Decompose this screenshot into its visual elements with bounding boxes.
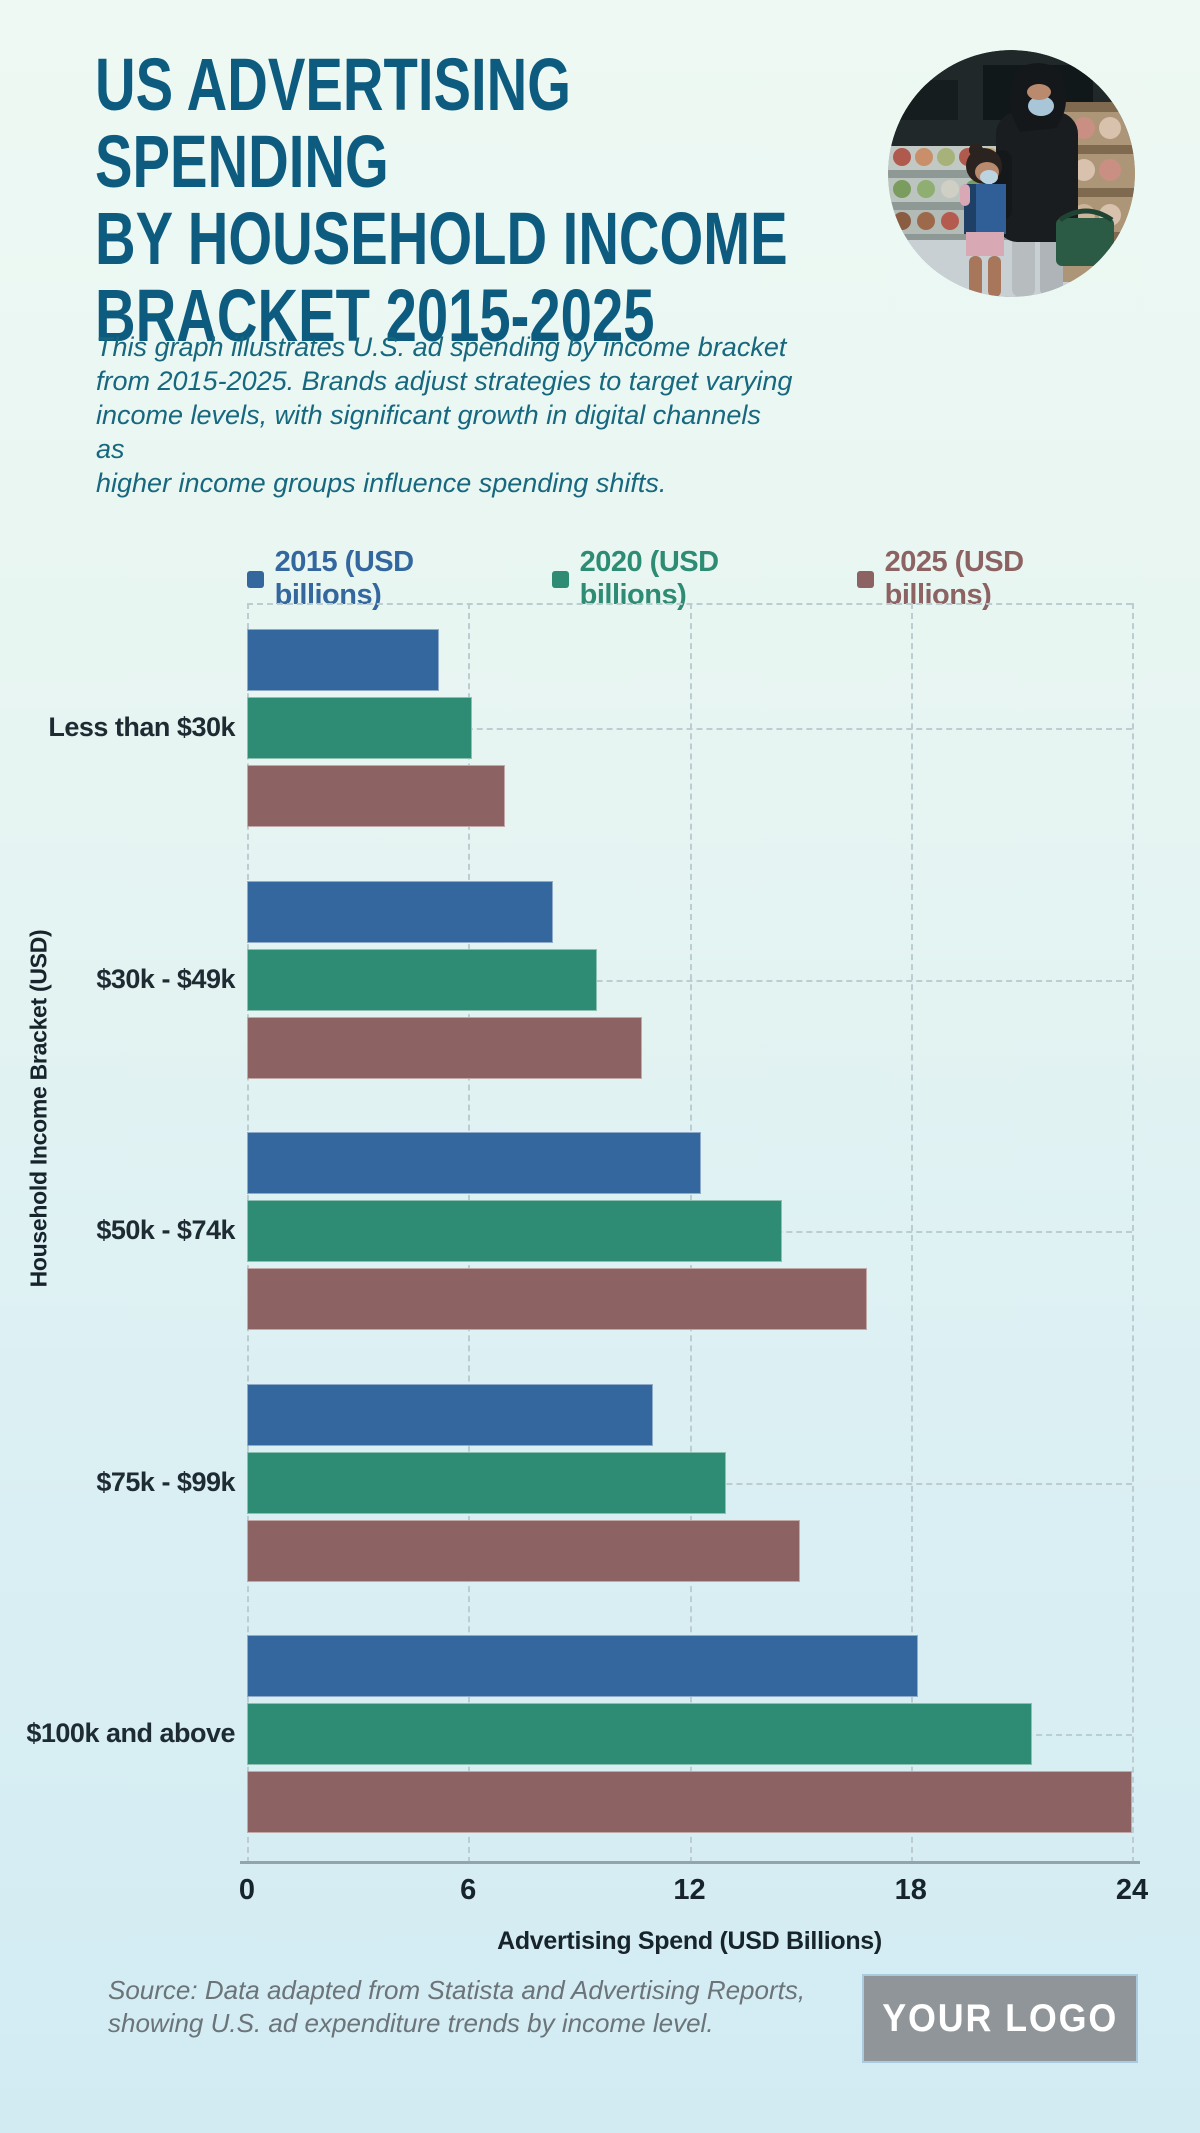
legend-marker-square-icon (857, 570, 874, 588)
chart-description: This graph illustrates U.S. ad spending … (96, 332, 793, 498)
category-label: $50k - $74k (96, 1215, 235, 1245)
legend-item-2020: 2020 (USD billions) (552, 546, 827, 612)
legend-marker-square-icon (247, 570, 264, 588)
category-label: $30k - $49k (96, 963, 235, 994)
bar-2025--30k-49k (247, 1016, 642, 1079)
horizontal-gridline (247, 979, 1132, 982)
bar-2025--50k-74k (247, 1268, 867, 1330)
y-axis-title: Household Income Bracket (USD) (25, 929, 52, 1288)
vertical-gridline (1132, 603, 1134, 1863)
bar-2015--75k-99k (247, 1383, 653, 1446)
legend-label: 2015 (USD billions) (274, 546, 414, 611)
category-label: $100k and above (26, 1718, 235, 1748)
logo-text: YOUR LOGO (882, 1996, 1118, 2040)
bar-2020--30k-49k (247, 948, 598, 1011)
x-tick-label: 0 (238, 1874, 256, 1906)
legend-label: 2025 (USD billions) (884, 546, 1024, 611)
chart-legend: 2015 (USD billions) 2020 (USD billions) 20… (247, 546, 1132, 612)
logo-placeholder: YOUR LOGO (862, 1974, 1138, 2063)
bar-2020--50k-74k (247, 1200, 782, 1262)
x-tick-label: 12 (673, 1874, 706, 1906)
header-photo (888, 50, 1135, 297)
grocery-shopping-scene-illustration (888, 50, 1135, 297)
bar-2015--30k-49k (247, 880, 554, 943)
bar-2015--50k-74k (247, 1132, 701, 1194)
bar-2020-less-than-30k (247, 697, 472, 759)
bar-2025--100k-and-above (247, 1771, 1132, 1833)
x-axis-line (240, 1861, 1140, 1864)
legend-item-2015: 2015 (USD billions) (247, 546, 522, 612)
horizontal-gridline (247, 728, 1132, 730)
bar-2020--75k-99k (247, 1451, 727, 1514)
legend-item-2025: 2025 (USD billions) (857, 546, 1132, 612)
source-note: Source: Data adapted from Statista and A… (108, 1975, 806, 2038)
vertical-gridline (910, 603, 913, 1863)
legend-label: 2020 (USD billions) (579, 546, 719, 611)
x-axis-title: Advertising Spend (USD Billions) (497, 1927, 882, 1955)
bar-2020--100k-and-above (247, 1703, 1033, 1765)
bar-2015--100k-and-above (247, 1635, 919, 1697)
x-tick-label: 18 (894, 1874, 927, 1906)
bar-2015-less-than-30k (247, 629, 439, 691)
x-tick-label: 24 (1115, 1874, 1149, 1906)
bar-2025-less-than-30k (247, 765, 506, 827)
bar-2025--75k-99k (247, 1519, 801, 1582)
category-label: Less than $30k (48, 712, 235, 742)
legend-marker-square-icon (552, 570, 569, 588)
plot-area (247, 603, 1134, 1863)
category-label: $75k - $99k (96, 1466, 235, 1497)
x-tick-label: 6 (460, 1874, 477, 1906)
page-title: US ADVERTISING SPENDING BY HOUSEHOLD INC… (95, 43, 788, 357)
